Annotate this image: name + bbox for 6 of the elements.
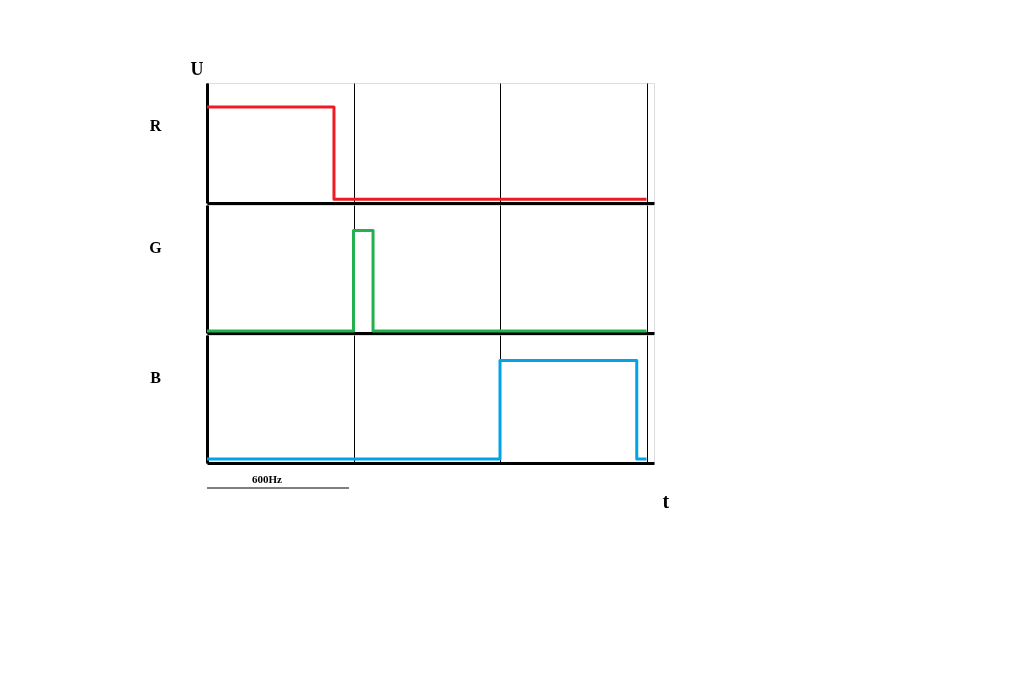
x-axis-title: t <box>662 489 670 512</box>
y-axis-title: B <box>150 368 162 386</box>
text: U <box>190 59 204 79</box>
y-axis-title: G <box>149 238 163 256</box>
text: 600Hz <box>252 473 283 485</box>
y-axis-title: R <box>149 116 162 134</box>
